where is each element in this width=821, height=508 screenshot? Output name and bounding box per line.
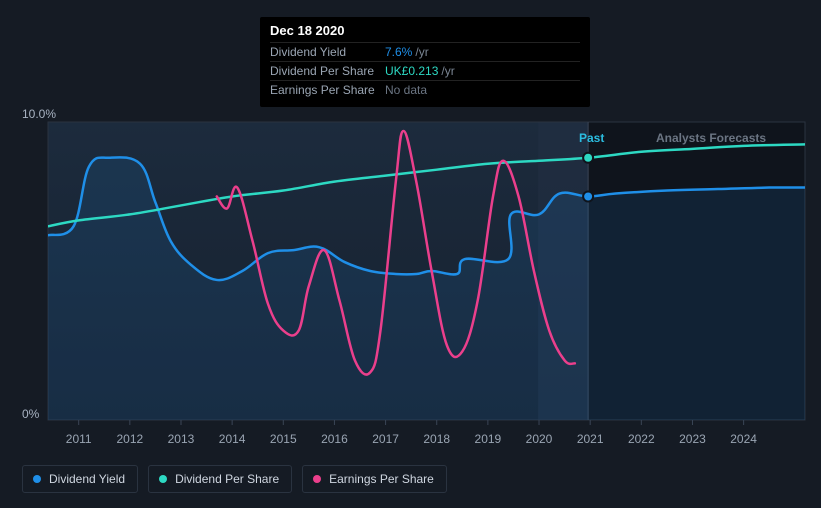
chart-tooltip: Dec 18 2020 Dividend Yield7.6%/yrDividen… (260, 17, 590, 107)
y-axis-tick: 0% (22, 407, 39, 421)
legend-item-label: Dividend Per Share (175, 472, 279, 486)
section-label-past: Past (579, 131, 604, 145)
legend-dot-icon (313, 475, 321, 483)
tooltip-date: Dec 18 2020 (270, 23, 580, 42)
legend-item-label: Dividend Yield (49, 472, 125, 486)
x-axis-tick: 2019 (475, 432, 502, 446)
x-axis-tick: 2018 (423, 432, 450, 446)
legend-dot-icon (33, 475, 41, 483)
x-axis-tick: 2012 (116, 432, 143, 446)
x-axis-tick: 2017 (372, 432, 399, 446)
dividend-chart: 10.0% 0% 2011 2012 2013 2014 2015 2016 2017 2018… (0, 0, 821, 508)
tooltip-row-value: No data (385, 83, 427, 97)
legend-item[interactable]: Dividend Yield (22, 465, 138, 493)
tooltip-row: Dividend Yield7.6%/yr (270, 42, 580, 61)
x-axis-tick: 2024 (730, 432, 757, 446)
tooltip-row-value: UK£0.213 (385, 64, 438, 78)
legend-item[interactable]: Earnings Per Share (302, 465, 447, 493)
tooltip-row-value: 7.6% (385, 45, 412, 59)
x-axis-tick: 2015 (270, 432, 297, 446)
tooltip-row: Dividend Per ShareUK£0.213/yr (270, 61, 580, 80)
tooltip-row: Earnings Per ShareNo data (270, 80, 580, 99)
legend-item[interactable]: Dividend Per Share (148, 465, 292, 493)
tooltip-row-label: Dividend Yield (270, 45, 385, 59)
x-axis-tick: 2014 (219, 432, 246, 446)
x-axis-tick: 2016 (321, 432, 348, 446)
tooltip-row-label: Dividend Per Share (270, 64, 385, 78)
legend-dot-icon (159, 475, 167, 483)
x-axis-tick: 2021 (577, 432, 604, 446)
y-axis-tick: 10.0% (22, 107, 56, 121)
tooltip-row-label: Earnings Per Share (270, 83, 385, 97)
tooltip-row-suffix: /yr (415, 45, 428, 59)
x-axis-tick: 2013 (168, 432, 195, 446)
x-axis-tick: 2023 (679, 432, 706, 446)
tooltip-row-suffix: /yr (441, 64, 454, 78)
x-axis-tick: 2011 (66, 432, 92, 446)
x-axis-tick: 2022 (628, 432, 655, 446)
x-axis-tick: 2020 (526, 432, 553, 446)
section-label-forecasts: Analysts Forecasts (656, 131, 766, 145)
chart-legend: Dividend Yield Dividend Per Share Earnings… (22, 465, 447, 493)
legend-item-label: Earnings Per Share (329, 472, 434, 486)
